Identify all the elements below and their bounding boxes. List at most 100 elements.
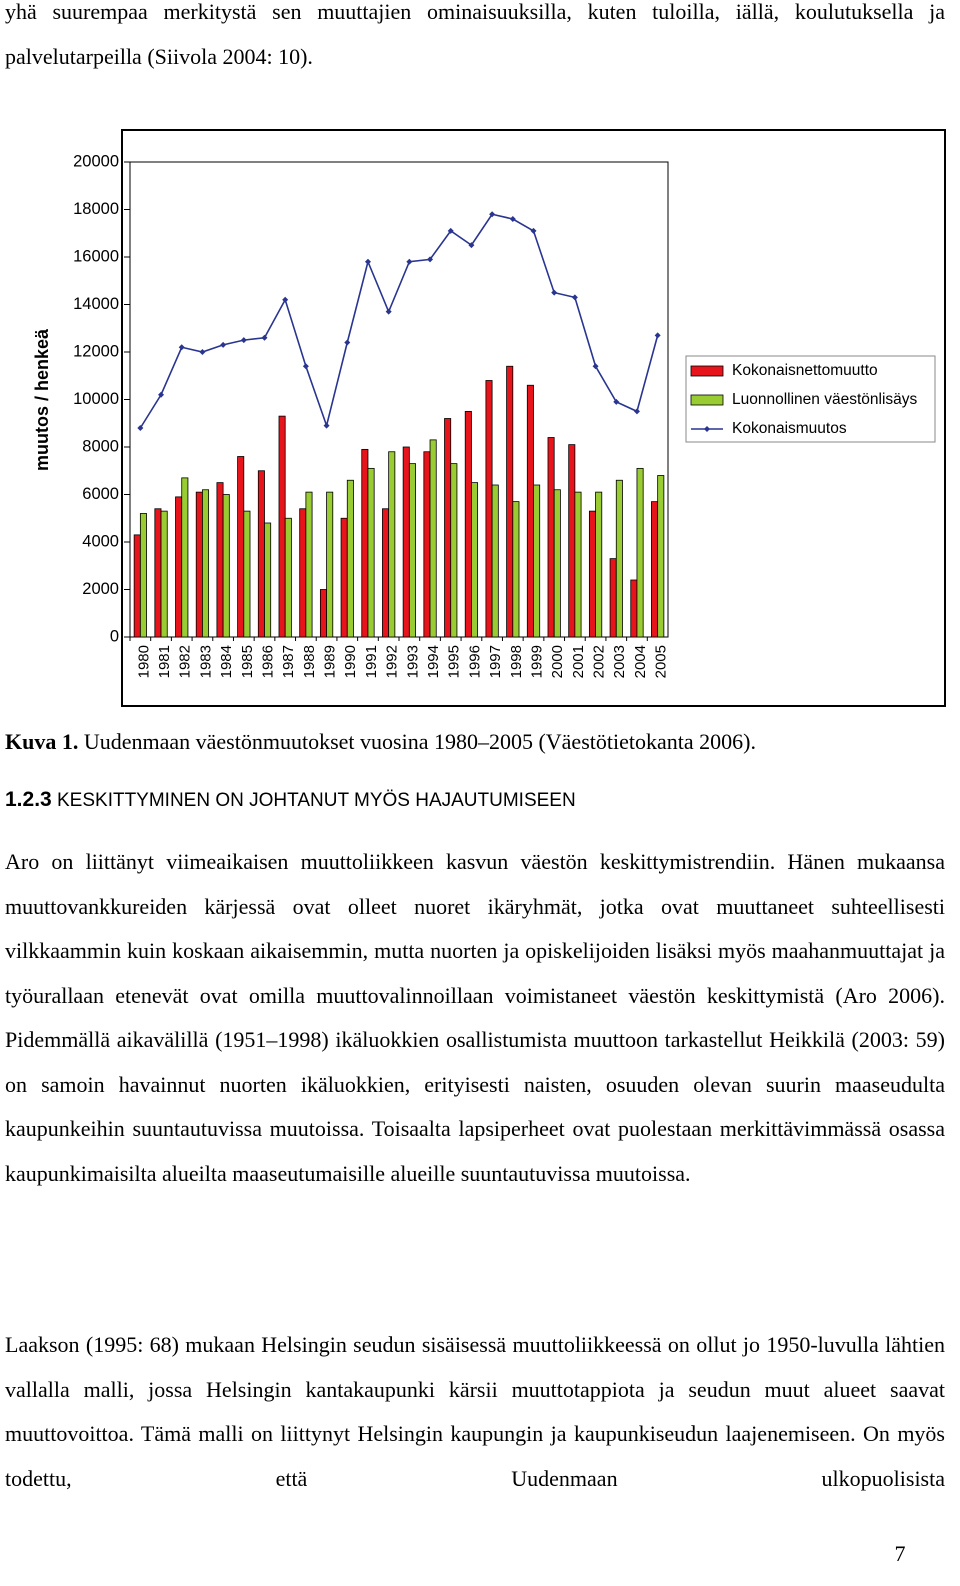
y-tick-label: 10000 xyxy=(73,390,119,408)
x-tick-label: 1993 xyxy=(404,645,421,678)
line-marker xyxy=(551,289,558,296)
bar xyxy=(657,475,665,638)
line-marker xyxy=(468,242,475,249)
y-axis-label: muutos / henkeä xyxy=(32,328,52,471)
line-marker xyxy=(592,363,599,370)
section-heading: 1.2.3 KESKITTYMINEN ON JOHTANUT MYÖS HAJ… xyxy=(5,778,945,823)
bar xyxy=(553,489,561,638)
bar xyxy=(651,501,659,638)
heading-title: KESKITTYMINEN ON JOHTANUT MYÖS HAJAUTUMI… xyxy=(57,790,576,811)
x-tick-label: 2003 xyxy=(611,645,628,678)
bar xyxy=(533,484,541,638)
x-tick-label: 1991 xyxy=(363,645,380,678)
x-tick-label: 1994 xyxy=(425,645,442,678)
bar xyxy=(160,510,168,638)
bar xyxy=(382,508,390,638)
line-marker xyxy=(509,216,516,222)
bar xyxy=(471,482,479,638)
x-tick-label: 1998 xyxy=(508,645,525,678)
legend-swatch xyxy=(690,365,724,377)
x-tick-label: 1980 xyxy=(135,645,152,678)
y-tick-label: 18000 xyxy=(73,200,119,218)
x-tick-label: 1985 xyxy=(239,645,256,678)
bar xyxy=(319,589,327,638)
bar xyxy=(367,467,375,638)
bar xyxy=(388,451,396,638)
x-tick-label: 1997 xyxy=(487,645,504,678)
caption-text: Uudenmaan väestönmuutokset vuosina 1980–… xyxy=(83,729,756,754)
bar xyxy=(257,470,265,638)
bar xyxy=(133,534,141,638)
line-marker xyxy=(530,227,537,234)
page-number: 7 xyxy=(894,1541,906,1566)
x-tick-label: 1982 xyxy=(177,645,194,678)
bar xyxy=(361,448,369,638)
bar xyxy=(568,444,576,638)
bar xyxy=(423,451,431,638)
chart-frame xyxy=(121,129,946,707)
bar xyxy=(630,579,638,638)
legend-label: Luonnollinen väestönlisäys xyxy=(732,391,918,408)
bar xyxy=(512,501,520,638)
x-tick-label: 1987 xyxy=(280,645,297,678)
line-marker xyxy=(654,332,661,339)
y-tick-label: 2000 xyxy=(82,580,119,598)
bar xyxy=(506,365,514,638)
bar xyxy=(278,415,286,638)
bar xyxy=(222,494,230,638)
bar xyxy=(491,484,499,638)
line-marker xyxy=(323,422,330,429)
line-marker xyxy=(447,227,454,234)
legend-label: Kokonaismuutos xyxy=(732,420,847,437)
paragraph: Aro on liittänyt viimeaikaisen muuttolii… xyxy=(5,849,945,1186)
bar xyxy=(340,517,348,638)
x-tick-label: 2000 xyxy=(549,645,566,678)
heading-number: 1.2.3 xyxy=(5,788,52,811)
x-tick-label: 1989 xyxy=(322,645,339,678)
bar xyxy=(547,437,555,638)
bar xyxy=(346,479,354,638)
figure-caption: Kuva 1. Uudenmaan väestönmuutokset vuosi… xyxy=(5,720,945,764)
line-marker xyxy=(406,258,413,265)
legend-swatch xyxy=(690,394,724,406)
bar xyxy=(408,463,416,638)
line-marker xyxy=(240,337,247,344)
bar xyxy=(402,446,410,638)
x-tick-label: 1981 xyxy=(156,645,173,678)
bar xyxy=(264,522,272,638)
line-marker xyxy=(199,349,206,355)
x-tick-label: 1988 xyxy=(301,645,318,678)
bar xyxy=(485,380,493,638)
x-tick-label: 1990 xyxy=(342,645,359,678)
bar xyxy=(444,418,452,638)
x-tick-label: 1992 xyxy=(384,645,401,678)
bar xyxy=(195,491,203,638)
bar xyxy=(154,508,162,638)
line-marker xyxy=(633,408,640,415)
x-tick-label: 1984 xyxy=(218,645,235,678)
line-marker xyxy=(571,294,578,301)
bar xyxy=(237,456,245,638)
bar xyxy=(139,513,147,638)
x-tick-label: 1986 xyxy=(259,645,276,678)
chart: muutos / henkeä 0 2000 4000 6000 8000 10000 12… xyxy=(32,129,946,707)
y-tick-label: 12000 xyxy=(73,342,119,360)
x-tick-label: 1983 xyxy=(197,645,214,678)
bar xyxy=(595,491,603,638)
y-tick-label: 6000 xyxy=(82,485,119,503)
line-marker xyxy=(302,363,309,370)
bar xyxy=(588,510,596,638)
y-tick-label: 0 xyxy=(110,627,119,645)
bar xyxy=(636,467,644,638)
bar xyxy=(216,482,224,638)
bar xyxy=(450,463,458,638)
plot-frame xyxy=(129,161,669,638)
paragraph: Laakson (1995: 68) mukaan Helsingin seud… xyxy=(5,1332,945,1491)
bar xyxy=(175,496,183,638)
legend-box xyxy=(685,355,936,443)
caption-label: Kuva 1. xyxy=(5,729,79,754)
x-tick-label: 2004 xyxy=(632,645,649,678)
bar xyxy=(429,439,437,638)
line xyxy=(139,213,659,429)
legend-marker xyxy=(704,426,710,432)
